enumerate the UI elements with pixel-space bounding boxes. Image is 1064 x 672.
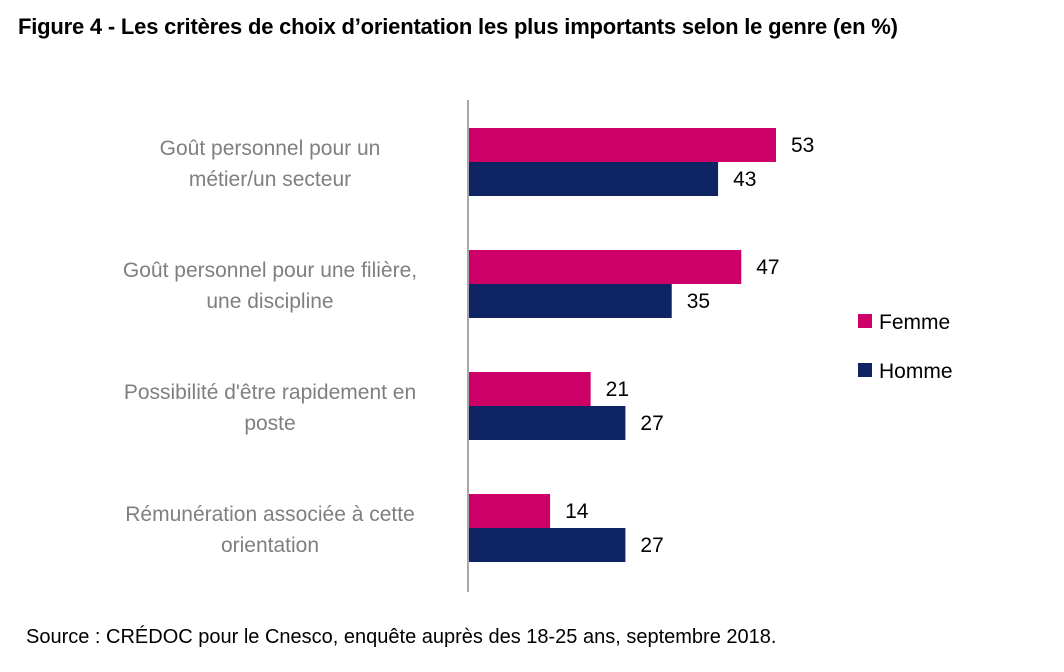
data-label: 21 <box>606 378 629 401</box>
data-label: 35 <box>687 290 710 313</box>
data-label: 47 <box>756 256 779 279</box>
category-label-line: métier/un secteur <box>189 168 351 191</box>
bar-homme <box>469 528 626 562</box>
category-label-line: Possibilité d'être rapidement en <box>124 381 416 404</box>
bar-femme <box>469 250 742 284</box>
legend-swatch-femme <box>858 314 872 328</box>
data-label: 27 <box>640 534 663 557</box>
category-label: Goût personnel pour une filière, une disc… <box>123 259 417 313</box>
bar-homme <box>469 284 672 318</box>
category-label-line: une discipline <box>206 290 333 313</box>
category-label-line: Goût personnel pour un <box>160 137 381 160</box>
data-label: 53 <box>791 134 814 157</box>
source-note: Source : CRÉDOC pour le Cnesco, enquête … <box>26 626 777 648</box>
category-label: Goût personnel pour un métier/un secteur <box>160 137 381 191</box>
legend-swatch-homme <box>858 363 872 377</box>
bar-homme <box>469 162 719 196</box>
category-label: Rémunération associée à cette orientation <box>125 503 415 557</box>
category-label-line: orientation <box>221 534 319 557</box>
chart-title: Figure 4 - Les critères de choix d’orien… <box>18 14 898 39</box>
category-label-line: Rémunération associée à cette <box>125 503 415 526</box>
bar-femme <box>469 494 551 528</box>
category-label-line: poste <box>244 412 295 435</box>
legend-label-homme: Homme <box>879 360 953 383</box>
data-label: 43 <box>733 168 756 191</box>
data-label: 27 <box>640 412 663 435</box>
data-label: 14 <box>565 500 589 523</box>
category-label-line: Goût personnel pour une filière, <box>123 259 417 282</box>
bar-homme <box>469 406 626 440</box>
bar-femme <box>469 128 776 162</box>
bar-femme <box>469 372 591 406</box>
legend-label-femme: Femme <box>879 311 950 334</box>
category-label: Possibilité d'être rapidement en poste <box>124 381 416 435</box>
